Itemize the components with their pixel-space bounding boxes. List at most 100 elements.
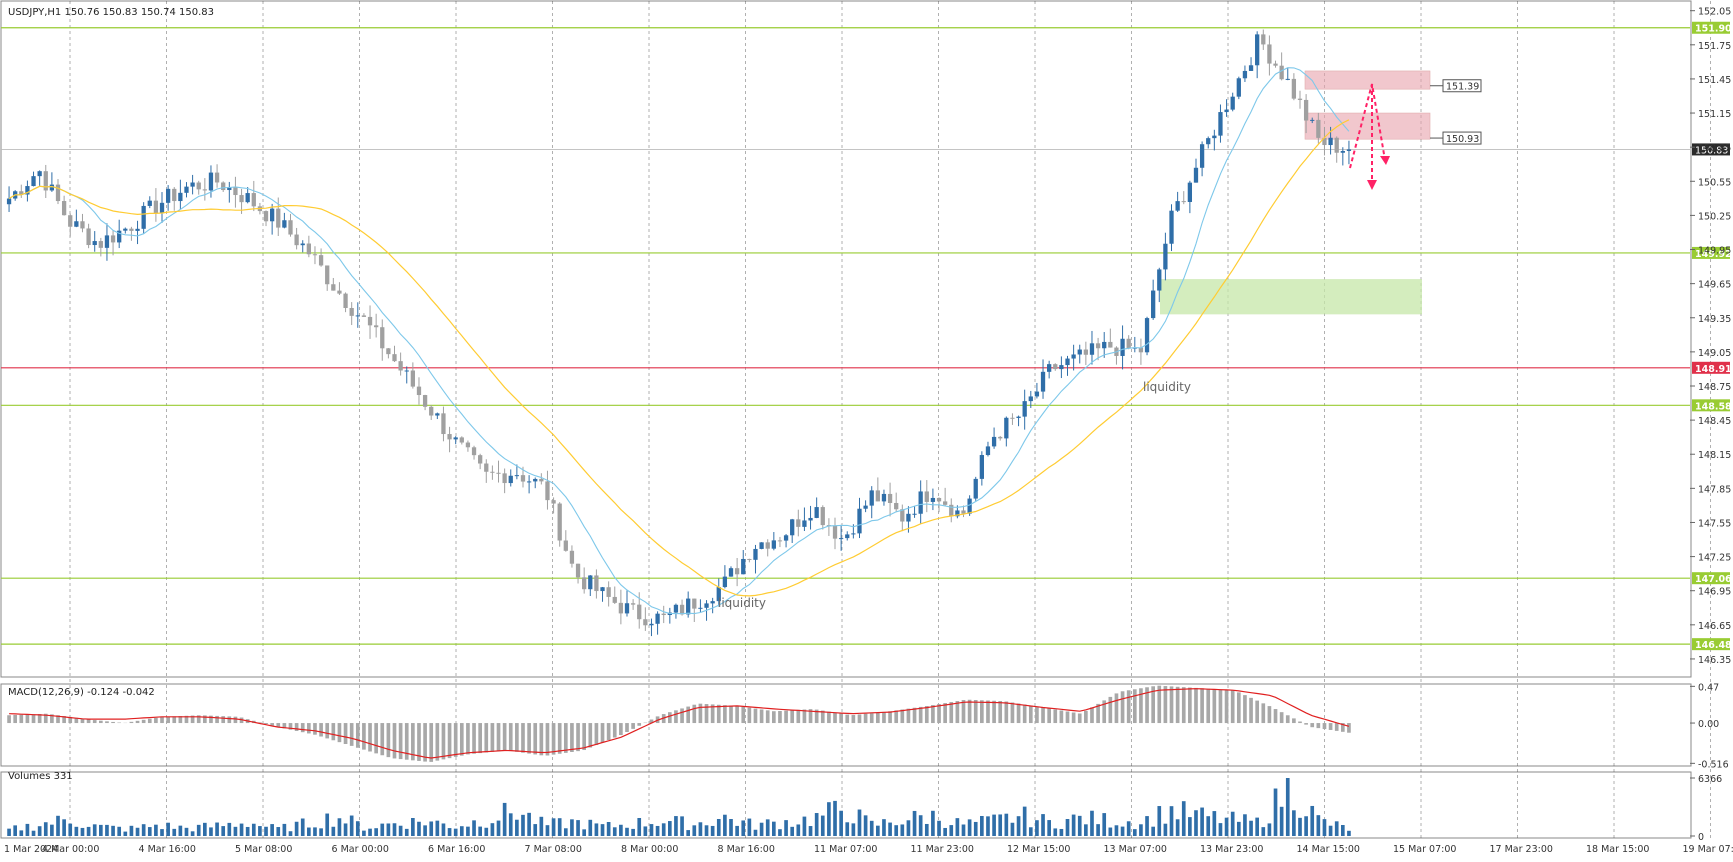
- candle-body: [55, 184, 61, 202]
- candle-body: [1212, 135, 1217, 139]
- candle-body: [386, 348, 391, 355]
- candle-body: [600, 587, 605, 592]
- candle-body: [422, 395, 428, 407]
- candle-body: [1316, 119, 1321, 138]
- candle-body: [1022, 401, 1027, 417]
- candle-body: [1163, 243, 1168, 270]
- level-price-tag: [1692, 361, 1730, 374]
- candle-body: [471, 447, 477, 456]
- candle-body: [557, 503, 562, 541]
- ma-slow-line: [8, 119, 1350, 597]
- candle-body: [49, 184, 55, 191]
- macd-signal-line: [9, 688, 1350, 759]
- candle-body: [716, 587, 721, 602]
- candle-body: [1193, 167, 1199, 183]
- candle-body: [25, 186, 30, 195]
- price-tick-label: 149.05: [1698, 348, 1731, 359]
- candle-body: [790, 519, 795, 536]
- candle-body: [1187, 182, 1193, 202]
- candle-body: [1004, 417, 1009, 439]
- candle-body: [172, 188, 177, 202]
- candle-body: [1273, 63, 1278, 66]
- candle-body: [294, 234, 299, 246]
- candle-body: [838, 538, 844, 540]
- candle-body: [845, 534, 850, 539]
- candle-body: [985, 446, 991, 456]
- zone-price-label: 151.39: [1446, 82, 1479, 93]
- candle-body: [1242, 70, 1248, 79]
- candle-body: [851, 533, 856, 535]
- level-price-label: 148.58: [1695, 401, 1732, 412]
- candle-body: [159, 202, 165, 214]
- candle-body: [68, 215, 73, 227]
- time-tick-label: 6 Mar 00:00: [332, 844, 389, 855]
- candle-body: [404, 370, 409, 372]
- candle-body: [887, 493, 893, 503]
- time-tick-label: 11 Mar 23:00: [911, 844, 974, 855]
- ma-fast-line: [8, 67, 1350, 615]
- zone-price-tag: [1442, 131, 1482, 145]
- candle-body: [325, 265, 330, 285]
- candle-body: [710, 601, 715, 604]
- candle-body: [1108, 341, 1113, 348]
- candle-body: [1206, 138, 1211, 145]
- candle-body: [949, 504, 954, 517]
- candle-body: [606, 587, 611, 597]
- candle-body: [221, 182, 226, 191]
- candle-body: [1126, 338, 1131, 349]
- candle-body: [276, 208, 281, 228]
- price-tick-label: 151.45: [1698, 75, 1731, 86]
- candle-body: [1010, 417, 1015, 419]
- candle-body: [441, 413, 446, 435]
- candle-body: [318, 255, 324, 266]
- candle-body: [410, 370, 416, 387]
- candle-body: [881, 493, 887, 502]
- candle-body: [1144, 318, 1150, 353]
- candle-body: [906, 513, 911, 522]
- supply-zone: [1304, 112, 1431, 140]
- level-price-label: 147.06: [1695, 574, 1732, 585]
- price-tick-label: 150.25: [1698, 211, 1731, 222]
- zone-price-label: 150.93: [1446, 134, 1479, 145]
- candle-body: [802, 520, 807, 527]
- time-tick-label: 4 Mar 00:00: [42, 844, 99, 855]
- zones: 151.39 150.93: [1160, 70, 1482, 315]
- candle-body: [1328, 137, 1333, 146]
- candle-body: [979, 455, 984, 479]
- candle-body: [894, 502, 899, 510]
- candle-body: [147, 200, 152, 206]
- candle-body: [269, 208, 275, 222]
- price-tick-label: 148.45: [1698, 416, 1731, 427]
- candle-body: [484, 463, 489, 472]
- liquidity-label-left: liquidity: [718, 596, 766, 610]
- candle-body: [306, 243, 311, 255]
- candle-body: [92, 241, 97, 246]
- candle-body: [1089, 343, 1095, 355]
- time-tick-label: 7 Mar 08:00: [525, 844, 582, 855]
- candle-body: [1334, 137, 1339, 153]
- candle-body: [588, 575, 593, 590]
- candle-body: [1053, 364, 1058, 370]
- candle-body: [618, 602, 624, 614]
- level-price-tag: [1692, 246, 1730, 259]
- candle-body: [196, 182, 201, 190]
- candle-body: [1248, 65, 1254, 71]
- time-tick-label: 19 Mar 07:00: [1683, 844, 1733, 855]
- candle-body: [61, 201, 67, 216]
- candle-body: [875, 490, 880, 502]
- current-price-label: 150.83: [1695, 145, 1728, 156]
- candle-body: [747, 558, 752, 560]
- candle-body: [312, 254, 318, 256]
- zone-price-tag: [1442, 79, 1482, 93]
- candle-body: [227, 187, 232, 191]
- time-tick-label: 8 Mar 16:00: [718, 844, 775, 855]
- candle-body: [165, 188, 171, 203]
- candle-body: [1175, 201, 1180, 211]
- time-tick-label: 5 Mar 08:00: [235, 844, 292, 855]
- candle-body: [900, 509, 905, 522]
- candle-body: [1261, 34, 1266, 45]
- candle-body: [80, 221, 85, 229]
- moving-averages: [8, 67, 1350, 615]
- candle-body: [1267, 44, 1272, 64]
